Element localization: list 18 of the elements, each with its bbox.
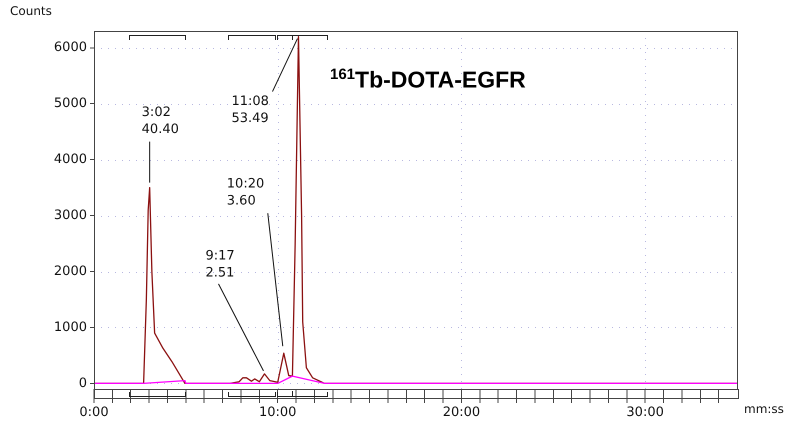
annotation: 10:20 3.60 <box>226 176 264 209</box>
annotation: 11:08 53.49 <box>231 94 269 126</box>
y-tick-label: 1000 <box>54 320 87 335</box>
y-tick-label: 6000 <box>54 40 87 56</box>
annotation: 9:17 2.51 <box>205 248 235 280</box>
y-axis-title: Counts <box>10 4 52 18</box>
text: $^{161}$Tb-DOTA-EGFR <box>330 66 526 94</box>
y-tick-label: 5000 <box>54 96 87 112</box>
x-tick-label: 0:00 <box>79 405 109 420</box>
x-tick-label: 10:00 <box>258 405 296 420</box>
annotation: 3:02 40.40 <box>142 105 179 137</box>
y-tick-label: 3000 <box>54 208 87 223</box>
x-tick-label: 20:00 <box>442 405 480 420</box>
y-tick-label: 0 <box>78 376 87 391</box>
y-tick-label: 4000 <box>54 152 87 168</box>
x-axis-title: mm:ss <box>744 402 784 416</box>
y-tick-label: 2000 <box>54 264 87 279</box>
x-tick-label: 30:00 <box>626 405 664 420</box>
